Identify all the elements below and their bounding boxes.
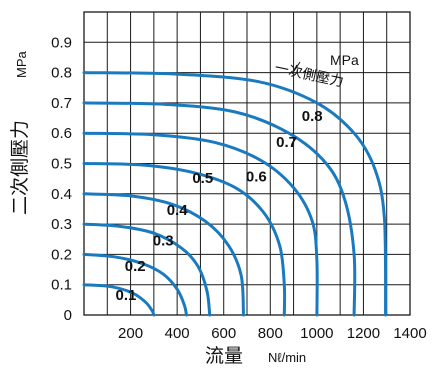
- y-tick-label: 0: [64, 307, 72, 324]
- x-tick-label: 1400: [393, 325, 426, 342]
- series-label-0.3: 0.3: [153, 232, 174, 249]
- series-label-0.1: 0.1: [115, 287, 136, 304]
- y-axis-label: 二次側壓力: [9, 120, 31, 215]
- y-tick-label: 0.4: [51, 186, 72, 203]
- series-curve-0.2: [82, 252, 188, 317]
- series-curve-0.3: [82, 222, 212, 317]
- x-tick-label: 1200: [347, 325, 380, 342]
- y-tick-label: 0.9: [51, 34, 72, 51]
- series-curve-0.6: [82, 131, 319, 317]
- y-tick-label: 0.1: [51, 277, 72, 294]
- tick-labels: 200 400 600 800 1000 1200 140000.10.20.30.40.5…: [51, 34, 427, 342]
- y-tick-label: 0.2: [51, 246, 72, 263]
- x-tick-label: 600: [211, 325, 236, 342]
- x-tick-label: 800: [258, 325, 283, 342]
- curves: [82, 71, 388, 317]
- x-axis-title: 流量 Nℓ/min: [205, 345, 306, 367]
- series-label-0.5: 0.5: [192, 170, 213, 187]
- legend-unit: MPa: [330, 52, 359, 68]
- series-label-0.2: 0.2: [125, 258, 146, 275]
- series-curve-0.7: [82, 101, 357, 317]
- y-tick-label: 0.5: [51, 156, 72, 173]
- x-axis-unit: Nℓ/min: [268, 350, 306, 365]
- y-axis-title: 二次側壓力 MPa: [9, 51, 31, 216]
- legend-pointer: [291, 61, 301, 75]
- y-tick-label: 0.8: [51, 65, 72, 82]
- y-axis-unit: MPa: [14, 51, 29, 79]
- series-label-0.7: 0.7: [276, 134, 297, 151]
- series-label-0.8: 0.8: [302, 108, 323, 125]
- y-tick-label: 0.7: [51, 95, 72, 112]
- series-label-0.4: 0.4: [167, 202, 189, 219]
- series-curve-0.5: [82, 162, 287, 317]
- x-axis-label: 流量: [205, 345, 243, 367]
- legend: MPa 一次側壓力: [273, 52, 359, 90]
- x-tick-label: 400: [165, 325, 190, 342]
- series-curve-0.8: [82, 71, 388, 317]
- series-label-0.6: 0.6: [246, 169, 267, 186]
- y-tick-label: 0.3: [51, 216, 72, 233]
- x-tick-label: 1000: [300, 325, 333, 342]
- series-curve-0.4: [82, 192, 245, 317]
- series-curve-0.1: [82, 283, 156, 317]
- series-labels: 0.1 0.2 0.3 0.40.5 0.6 0.7 0.8: [115, 61, 323, 304]
- y-tick-label: 0.6: [51, 125, 72, 142]
- x-tick-label: 200: [118, 325, 143, 342]
